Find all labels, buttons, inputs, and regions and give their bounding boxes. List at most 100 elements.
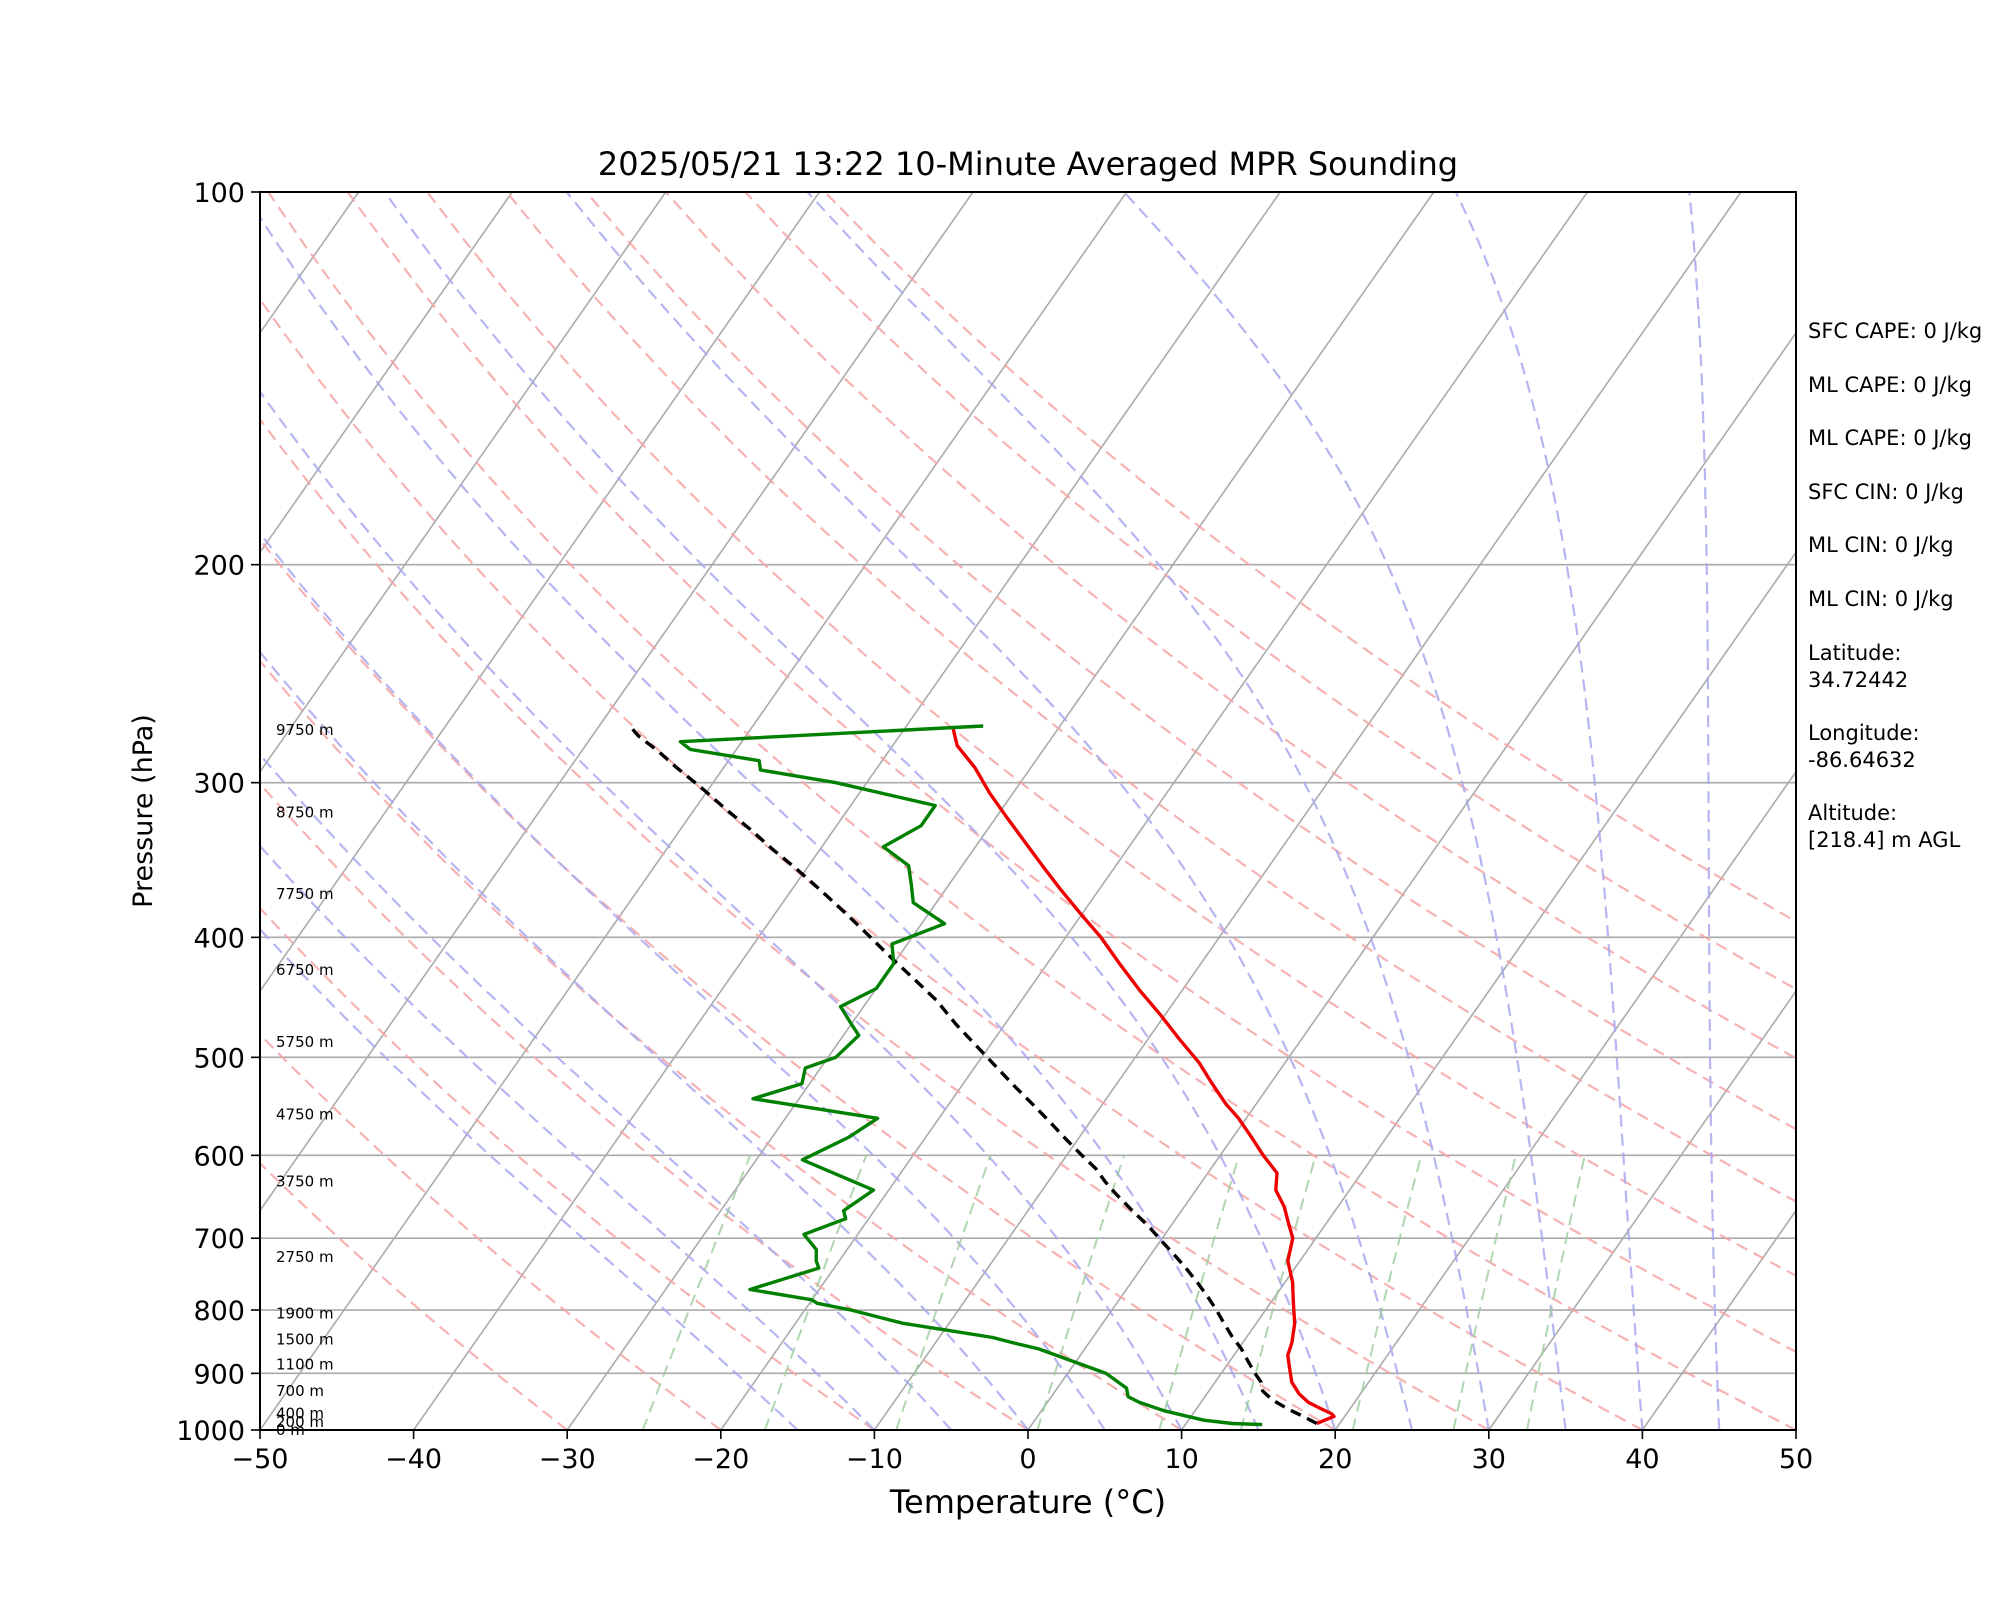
- y-tick-label: 100: [193, 178, 245, 209]
- y-tick-label: 800: [193, 1296, 245, 1327]
- isotherm-line: [873, 192, 1742, 1430]
- x-tick-label: 50: [1779, 1444, 1813, 1475]
- dry-adiabat-line: [260, 538, 1336, 1430]
- moist-adiabat-line: [260, 215, 1260, 1430]
- height-label: 400 m: [276, 1405, 324, 1423]
- mixing-ratio-line: [1452, 1155, 1517, 1430]
- x-tick-label: 20: [1318, 1444, 1352, 1475]
- height-label: 3750 m: [276, 1173, 334, 1191]
- stat-annotation: ML CIN: 0 J/kg: [1808, 533, 1954, 557]
- height-label: 6750 m: [276, 961, 334, 979]
- x-tick-label: −50: [232, 1444, 289, 1475]
- chart-title: 2025/05/21 13:22 10-Minute Averaged MPR …: [598, 145, 1458, 183]
- mixing-ratio-line: [895, 1155, 992, 1430]
- stat-annotation: SFC CIN: 0 J/kg: [1808, 480, 1964, 504]
- dry-adiabat-line: [260, 1033, 722, 1430]
- mixing-ratio-line: [641, 1155, 752, 1430]
- x-tick-label: −20: [692, 1444, 749, 1475]
- background-lines: [260, 192, 1796, 1430]
- height-label: 1100 m: [276, 1355, 334, 1373]
- isotherm-line: [412, 192, 1281, 1430]
- y-axis-title: Pressure (hPa): [128, 714, 159, 908]
- x-axis: −50 −40 −30 −20 −10 0 10 20 30 40 50: [232, 1430, 1813, 1475]
- dry-adiabat-line: [260, 782, 1029, 1430]
- height-label: 700 m: [276, 1382, 324, 1400]
- moist-adiabat-line: [260, 927, 799, 1430]
- dry-adiabat-line: [585, 192, 1796, 1131]
- stat-annotation: Latitude:: [1808, 641, 1902, 665]
- stat-annotation: ML CAPE: 0 J/kg: [1808, 373, 1972, 397]
- dry-adiabat-line: [823, 192, 1796, 923]
- y-tick-label: 300: [193, 769, 245, 800]
- stat-annotation: [218.4] m AGL: [1808, 828, 1961, 852]
- moist-adiabat-line: [260, 650, 1029, 1430]
- isotherm-line: [1488, 989, 1796, 1430]
- height-label: 0 m: [276, 1421, 305, 1439]
- x-tick-label: 30: [1472, 1444, 1506, 1475]
- stat-annotation: ML CAPE: 0 J/kg: [1808, 426, 1972, 450]
- y-tick-label: 200: [193, 551, 245, 582]
- dry-adiabat-line: [260, 659, 1183, 1430]
- moist-adiabat-line: [260, 389, 1183, 1430]
- height-label: 9750 m: [276, 721, 334, 739]
- moist-adiabat-line: [1123, 192, 1567, 1430]
- isotherm-line: [720, 192, 1589, 1430]
- dry-adiabat-line: [267, 192, 1796, 1430]
- stat-annotation: Altitude:: [1808, 801, 1897, 825]
- dry-adiabat-line: [260, 1161, 568, 1430]
- x-tick-label: −30: [539, 1444, 596, 1475]
- moist-adiabat-line: [383, 192, 1337, 1430]
- stat-annotation: Longitude:: [1808, 721, 1920, 745]
- x-axis-title: Temperature (°C): [889, 1483, 1166, 1521]
- mixing-ratio-line: [1239, 1155, 1317, 1430]
- moist-adiabat-line: [1688, 192, 1721, 1430]
- moist-adiabat-line: [565, 192, 1414, 1430]
- height-label: 4750 m: [276, 1105, 334, 1123]
- stat-annotation: ML CIN: 0 J/kg: [1808, 587, 1954, 611]
- y-tick-label: 700: [193, 1224, 245, 1255]
- stats-annotations: SFC CAPE: 0 J/kg ML CAPE: 0 J/kg ML CAPE: …: [1808, 319, 1982, 852]
- moist-adiabat-line: [806, 192, 1490, 1430]
- height-label: 1900 m: [276, 1304, 334, 1322]
- mixing-ratio-line: [1158, 1155, 1241, 1430]
- dry-adiabat-line: [260, 906, 876, 1430]
- isotherm-line: [260, 192, 821, 993]
- dry-adiabat-line: [260, 417, 1490, 1430]
- stat-annotation: 34.72442: [1808, 668, 1908, 692]
- dry-adiabat-line: [260, 297, 1643, 1430]
- data-lines: [628, 724, 1336, 1427]
- isotherm-line: [1641, 1209, 1796, 1430]
- moist-adiabat-line: [260, 844, 876, 1430]
- isotherm-line: [1180, 550, 1796, 1430]
- x-tick-label: −10: [846, 1444, 903, 1475]
- height-label: 200 m: [276, 1413, 324, 1431]
- x-tick-label: 10: [1164, 1444, 1198, 1475]
- temperature-profile-line: [950, 725, 1336, 1426]
- height-label: 8750 m: [276, 803, 334, 821]
- dry-adiabat-line: [505, 192, 1796, 1203]
- y-tick-label: 600: [193, 1141, 245, 1172]
- y-axis: 1000 900 800 700 600 500 400 300 200 100: [176, 178, 260, 1447]
- y-tick-label: 400: [193, 923, 245, 954]
- height-label: 5750 m: [276, 1033, 334, 1051]
- dry-adiabat-line: [664, 192, 1796, 1060]
- isotherm-line: [260, 192, 513, 554]
- y-tick-label: 500: [193, 1043, 245, 1074]
- isotherm-line: [1334, 770, 1796, 1430]
- isotherm-line: [260, 192, 1128, 1430]
- height-label: 1500 m: [276, 1330, 334, 1348]
- mixing-ratio-line: [1526, 1155, 1586, 1430]
- isotherm-line: [1027, 331, 1796, 1430]
- isotherm-line: [260, 192, 974, 1212]
- height-label: 2750 m: [276, 1248, 334, 1266]
- stat-annotation: -86.64632: [1808, 748, 1916, 772]
- mixing-ratio-line: [1036, 1155, 1126, 1430]
- moist-adiabat-line: [1454, 192, 1644, 1430]
- x-tick-label: 0: [1019, 1444, 1036, 1475]
- mixing-ratio-line: [1351, 1155, 1423, 1430]
- stat-annotation: SFC CAPE: 0 J/kg: [1808, 319, 1982, 343]
- y-tick-label: 900: [193, 1359, 245, 1390]
- x-tick-label: −40: [385, 1444, 442, 1475]
